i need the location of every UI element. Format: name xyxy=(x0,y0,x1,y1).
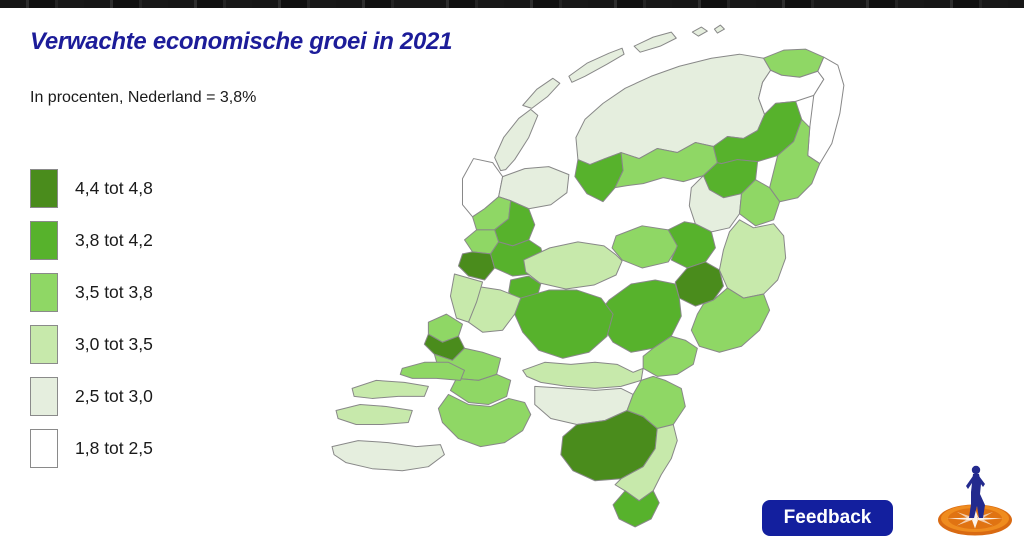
map-region-overig-groningen[interactable] xyxy=(758,69,825,115)
map-region-zuidoost-drenthe[interactable] xyxy=(769,118,821,203)
legend-swatch xyxy=(30,220,58,260)
legend-swatch xyxy=(30,376,58,416)
map-region-rivierenland[interactable] xyxy=(522,361,644,389)
map-region-zuid-limburg[interactable] xyxy=(612,490,660,528)
legend-swatch xyxy=(30,272,58,312)
map-region-noordoostpolder[interactable] xyxy=(611,225,679,269)
video-crop-bar xyxy=(0,0,1024,8)
map-region-west-brabant[interactable] xyxy=(437,393,532,448)
map-region-hardenberg[interactable] xyxy=(739,179,781,227)
map-region-achterhoek[interactable] xyxy=(690,287,771,353)
map-region-schouwen[interactable] xyxy=(351,379,429,399)
legend-item: 1,8 tot 2,5 xyxy=(30,428,153,468)
map-region-bollenstreek[interactable] xyxy=(449,273,484,323)
map-region-utrecht[interactable] xyxy=(514,289,614,359)
map-region-zwolle[interactable] xyxy=(667,221,716,269)
map-region-zuidoost-zuid-holland[interactable] xyxy=(449,373,512,405)
feedback-button[interactable]: Feedback xyxy=(762,500,893,536)
legend-label: 3,0 tot 3,5 xyxy=(75,333,153,354)
map-region-flevoland[interactable] xyxy=(523,241,623,290)
map-region-arnhem-nijmegen[interactable] xyxy=(642,335,698,377)
map-region-twente[interactable] xyxy=(718,219,787,299)
legend-item: 3,5 tot 3,8 xyxy=(30,272,153,312)
legend-item: 2,5 tot 3,0 xyxy=(30,376,153,416)
legend-label: 1,8 tot 2,5 xyxy=(75,437,153,458)
map-region-terschelling[interactable] xyxy=(568,47,625,83)
legend-item: 3,0 tot 3,5 xyxy=(30,324,153,364)
page-title: Verwachte economische groei in 2021 xyxy=(30,28,453,55)
walking-figure-icon xyxy=(966,465,985,518)
map-region-steenwijk[interactable] xyxy=(688,175,743,233)
legend-item: 4,4 tot 4,8 xyxy=(30,168,153,208)
map-region-schiermonnikoog-oost[interactable] xyxy=(713,24,725,34)
map-region-walcheren[interactable] xyxy=(335,403,413,426)
legend-swatch xyxy=(30,324,58,364)
netherlands-choropleth-map xyxy=(331,24,845,528)
map-region-ameland[interactable] xyxy=(633,31,677,53)
map-region-haarlem[interactable] xyxy=(457,251,496,281)
page-subtitle: In procenten, Nederland = 3,8% xyxy=(30,89,257,106)
map-region-texel[interactable] xyxy=(494,108,539,172)
map-region-vlieland[interactable] xyxy=(522,77,561,109)
legend-swatch xyxy=(30,168,58,208)
compass-walker-logo[interactable] xyxy=(933,464,1017,537)
map-region-voorne[interactable] xyxy=(399,361,466,381)
legend-label: 2,5 tot 3,0 xyxy=(75,385,153,406)
legend-label: 3,8 tot 4,2 xyxy=(75,229,153,250)
map-region-zeeuws-vlaanderen[interactable] xyxy=(331,440,445,472)
legend-item: 3,8 tot 4,2 xyxy=(30,220,153,260)
legend-swatch xyxy=(30,428,58,468)
legend-label: 4,4 tot 4,8 xyxy=(75,177,153,198)
map-region-schiermonnikoog-west[interactable] xyxy=(691,26,708,37)
legend-label: 3,5 tot 3,8 xyxy=(75,281,153,302)
